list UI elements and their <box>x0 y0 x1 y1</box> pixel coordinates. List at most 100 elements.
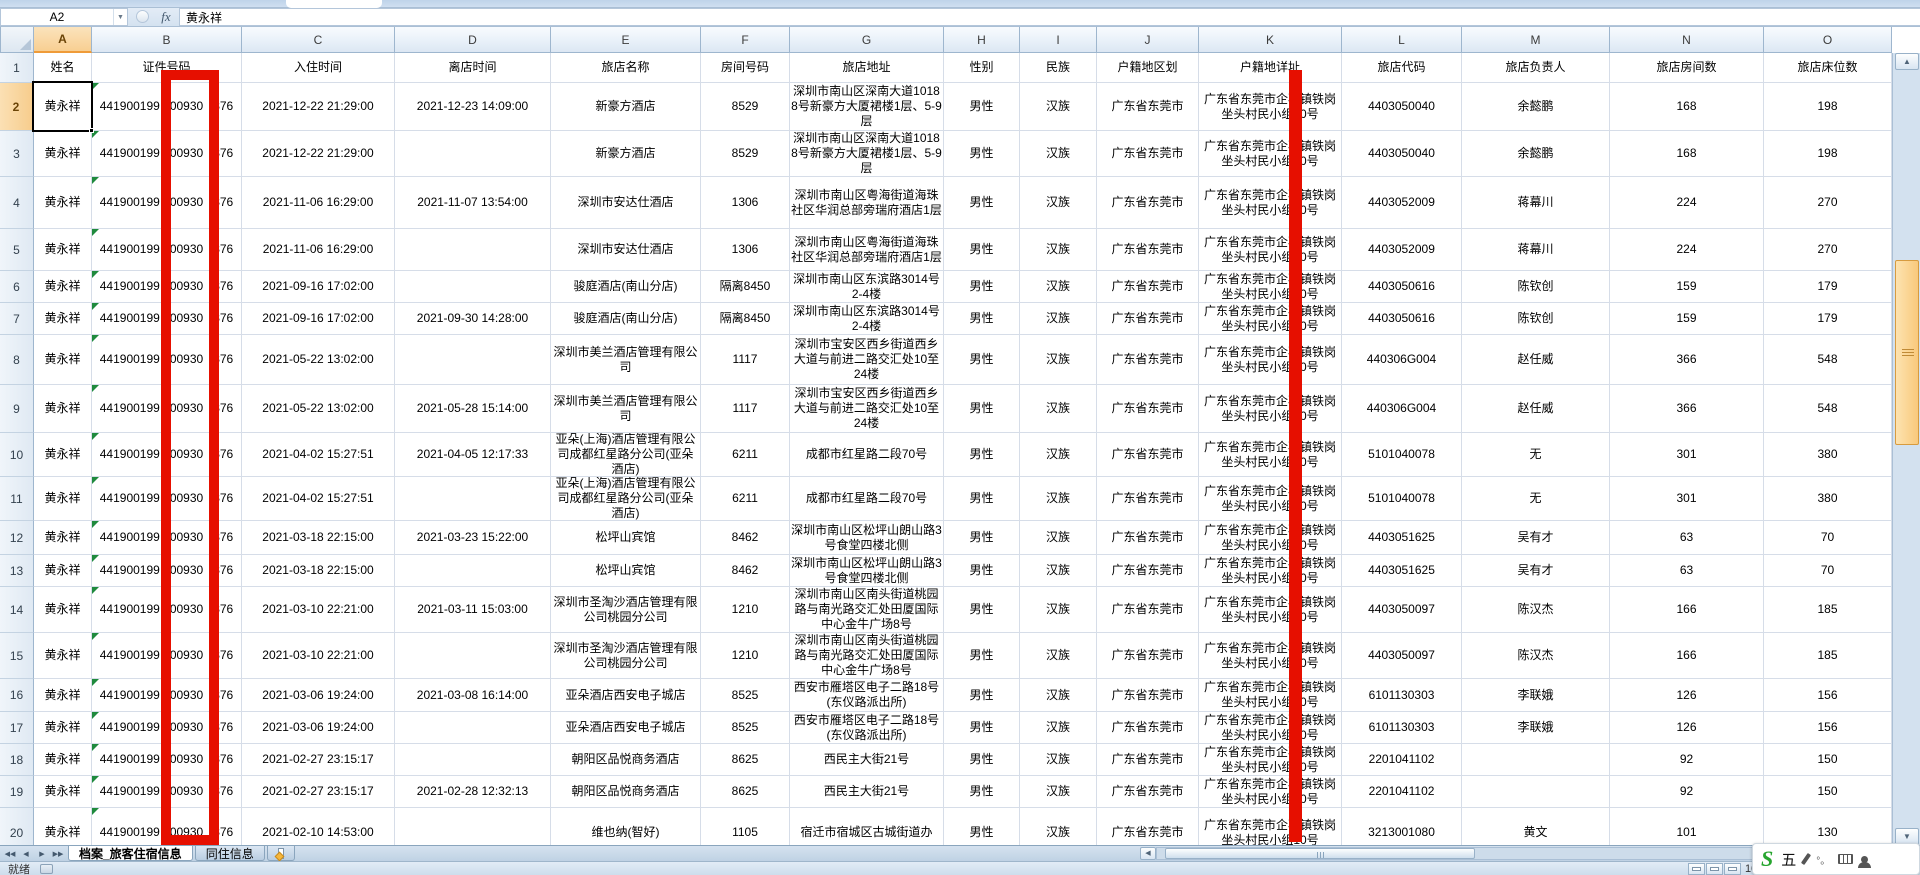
header-cell-D1[interactable]: 离店时间 <box>395 53 551 83</box>
cell-L7[interactable]: 4403050616 <box>1342 303 1462 335</box>
cell-H2[interactable]: 男性 <box>944 83 1020 131</box>
cell-L12[interactable]: 4403051625 <box>1342 521 1462 555</box>
cell-H11[interactable]: 男性 <box>944 477 1020 521</box>
cell-I4[interactable]: 汉族 <box>1020 177 1097 229</box>
cell-I7[interactable]: 汉族 <box>1020 303 1097 335</box>
cell-D14[interactable]: 2021-03-11 15:03:00 <box>395 587 551 633</box>
cell-L18[interactable]: 2201041102 <box>1342 744 1462 776</box>
cell-H8[interactable]: 男性 <box>944 335 1020 385</box>
cell-J13[interactable]: 广东省东莞市 <box>1097 555 1199 587</box>
cell-E10[interactable]: 亚朵(上海)酒店管理有限公司成都红星路分公司(亚朵酒店) <box>551 433 701 477</box>
cell-D11[interactable] <box>395 477 551 521</box>
cell-E11[interactable]: 亚朵(上海)酒店管理有限公司成都红星路分公司(亚朵酒店) <box>551 477 701 521</box>
cell-N8[interactable]: 366 <box>1610 335 1764 385</box>
header-cell-C1[interactable]: 入住时间 <box>242 53 395 83</box>
cell-O16[interactable]: 156 <box>1764 679 1892 712</box>
cell-J2[interactable]: 广东省东莞市 <box>1097 83 1199 131</box>
row-header-11[interactable]: 11 <box>0 477 34 521</box>
cell-I15[interactable]: 汉族 <box>1020 633 1097 679</box>
cell-B3[interactable]: 441900199 00930 376 <box>92 131 242 177</box>
cell-O11[interactable]: 380 <box>1764 477 1892 521</box>
cell-O4[interactable]: 270 <box>1764 177 1892 229</box>
cell-G4[interactable]: 深圳市南山区粤海街道海珠社区华润总部旁瑞府酒店1层 <box>790 177 944 229</box>
cell-E18[interactable]: 朝阳区品悦商务酒店 <box>551 744 701 776</box>
cell-M7[interactable]: 陈钦创 <box>1462 303 1610 335</box>
cell-M3[interactable]: 余懿鹏 <box>1462 131 1610 177</box>
col-header-O[interactable]: O <box>1764 27 1892 53</box>
cell-O8[interactable]: 548 <box>1764 335 1892 385</box>
horizontal-scrollbar-track[interactable] <box>1156 846 1876 860</box>
cell-D2[interactable]: 2021-12-23 14:09:00 <box>395 83 551 131</box>
cell-F17[interactable]: 8525 <box>701 712 790 744</box>
cell-A9[interactable]: 黄永祥 <box>34 385 92 433</box>
col-header-G[interactable]: G <box>790 27 944 53</box>
cell-F3[interactable]: 8529 <box>701 131 790 177</box>
header-cell-I1[interactable]: 民族 <box>1020 53 1097 83</box>
row-header-16[interactable]: 16 <box>0 679 34 712</box>
cell-A14[interactable]: 黄永祥 <box>34 587 92 633</box>
cell-A19[interactable]: 黄永祥 <box>34 776 92 808</box>
cell-D6[interactable] <box>395 271 551 303</box>
cell-M10[interactable]: 无 <box>1462 433 1610 477</box>
cell-F8[interactable]: 1117 <box>701 335 790 385</box>
header-cell-K1[interactable]: 户籍地详址 <box>1199 53 1342 83</box>
cell-K6[interactable]: 广东省东莞市企石镇铁岗 坐头村民小组10号 <box>1199 271 1342 303</box>
cell-I9[interactable]: 汉族 <box>1020 385 1097 433</box>
cell-M14[interactable]: 陈汉杰 <box>1462 587 1610 633</box>
sogou-logo-icon[interactable]: S <box>1761 846 1774 871</box>
cell-C6[interactable]: 2021-09-16 17:02:00 <box>242 271 395 303</box>
cell-M2[interactable]: 余懿鹏 <box>1462 83 1610 131</box>
cell-J5[interactable]: 广东省东莞市 <box>1097 229 1199 271</box>
cell-I19[interactable]: 汉族 <box>1020 776 1097 808</box>
cell-C8[interactable]: 2021-05-22 13:02:00 <box>242 335 395 385</box>
cell-G13[interactable]: 深圳市南山区松坪山朗山路3号食堂四楼北侧 <box>790 555 944 587</box>
cell-M4[interactable]: 蒋幕川 <box>1462 177 1610 229</box>
cell-B13[interactable]: 441900199 00930 376 <box>92 555 242 587</box>
horizontal-scrollbar-thumb[interactable] <box>1165 847 1475 859</box>
cell-A3[interactable]: 黄永祥 <box>34 131 92 177</box>
cell-K18[interactable]: 广东省东莞市企石镇铁岗 坐头村民小组10号 <box>1199 744 1342 776</box>
cell-J19[interactable]: 广东省东莞市 <box>1097 776 1199 808</box>
cell-B5[interactable]: 441900199 00930 376 <box>92 229 242 271</box>
cell-L16[interactable]: 6101130303 <box>1342 679 1462 712</box>
cell-L8[interactable]: 440306G004 <box>1342 335 1462 385</box>
cell-O9[interactable]: 548 <box>1764 385 1892 433</box>
cell-J9[interactable]: 广东省东莞市 <box>1097 385 1199 433</box>
cell-J3[interactable]: 广东省东莞市 <box>1097 131 1199 177</box>
formula-bar-input[interactable]: 黄永祥 <box>179 8 1920 26</box>
vertical-scrollbar-thumb[interactable] <box>1895 260 1919 445</box>
cell-B16[interactable]: 441900199 00930 376 <box>92 679 242 712</box>
cell-G7[interactable]: 深圳市南山区东滨路3014号2-4楼 <box>790 303 944 335</box>
cell-H5[interactable]: 男性 <box>944 229 1020 271</box>
cell-G18[interactable]: 西民主大街21号 <box>790 744 944 776</box>
cell-F5[interactable]: 1306 <box>701 229 790 271</box>
cell-B10[interactable]: 441900199 00930 376 <box>92 433 242 477</box>
cell-N18[interactable]: 92 <box>1610 744 1764 776</box>
cell-E19[interactable]: 朝阳区品悦商务酒店 <box>551 776 701 808</box>
col-header-A[interactable]: A <box>34 27 92 53</box>
cell-K13[interactable]: 广东省东莞市企石镇铁岗 坐头村民小组10号 <box>1199 555 1342 587</box>
cell-M12[interactable]: 吴有才 <box>1462 521 1610 555</box>
cell-C15[interactable]: 2021-03-10 22:21:00 <box>242 633 395 679</box>
cell-A8[interactable]: 黄永祥 <box>34 335 92 385</box>
col-header-L[interactable]: L <box>1342 27 1462 53</box>
cell-G3[interactable]: 深圳市南山区深南大道10188号新豪方大厦裙楼1层、5-9层 <box>790 131 944 177</box>
cell-J14[interactable]: 广东省东莞市 <box>1097 587 1199 633</box>
col-header-H[interactable]: H <box>944 27 1020 53</box>
cell-H19[interactable]: 男性 <box>944 776 1020 808</box>
cell-G5[interactable]: 深圳市南山区粤海街道海珠社区华润总部旁瑞府酒店1层 <box>790 229 944 271</box>
cell-L19[interactable]: 2201041102 <box>1342 776 1462 808</box>
cell-O3[interactable]: 198 <box>1764 131 1892 177</box>
cell-J18[interactable]: 广东省东莞市 <box>1097 744 1199 776</box>
cell-K7[interactable]: 广东省东莞市企石镇铁岗 坐头村民小组10号 <box>1199 303 1342 335</box>
cell-J15[interactable]: 广东省东莞市 <box>1097 633 1199 679</box>
cell-N11[interactable]: 301 <box>1610 477 1764 521</box>
row-header-4[interactable]: 4 <box>0 177 34 229</box>
cell-L20[interactable]: 3213001080 <box>1342 808 1462 845</box>
cell-F6[interactable]: 隔离8450 <box>701 271 790 303</box>
macro-record-icon[interactable] <box>40 863 53 874</box>
cell-K9[interactable]: 广东省东莞市企石镇铁岗 坐头村民小组10号 <box>1199 385 1342 433</box>
cell-M13[interactable]: 吴有才 <box>1462 555 1610 587</box>
cell-E12[interactable]: 松坪山宾馆 <box>551 521 701 555</box>
row-header-3[interactable]: 3 <box>0 131 34 177</box>
